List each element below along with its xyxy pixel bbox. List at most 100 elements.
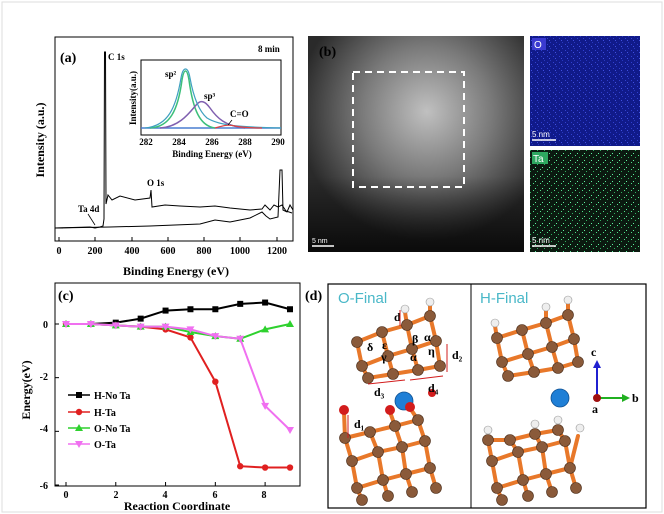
data-point-h-ta xyxy=(237,463,244,470)
panel-c-frame xyxy=(54,282,301,487)
o-final-title: O-Final xyxy=(338,290,387,307)
data-point-h-ta xyxy=(212,378,219,385)
inset-xtick: 290 xyxy=(271,137,285,147)
panel-a-xtick: 1000 xyxy=(230,246,250,257)
map-ta-label: Ta xyxy=(533,154,544,165)
panel-c-ytick: 0 xyxy=(43,320,48,331)
inset-sp3-label: sp³ xyxy=(204,91,216,101)
inset-sp2-peak xyxy=(149,70,216,129)
eds-map-o xyxy=(530,36,640,146)
o-final-carbon-atoms xyxy=(339,310,446,506)
data-point-h-ta xyxy=(261,464,269,471)
panel-c-legend: H-No Ta H-Ta O-No Ta O-Ta xyxy=(68,391,130,451)
svg-text:η: η xyxy=(428,344,435,358)
axis-c-label: c xyxy=(591,345,597,359)
inset-co-label: C=O xyxy=(230,109,249,119)
panel-c-ylabel: Energy(eV) xyxy=(19,360,33,419)
panel-a-xticks: 0 200 400 600 800 1000 1200 xyxy=(57,237,287,257)
panel-c-series xyxy=(62,299,294,471)
data-point-o-no-ta xyxy=(261,325,270,333)
panel-a-xtick: 600 xyxy=(161,246,176,257)
data-point-o-ta xyxy=(136,323,145,331)
panel-d-structures: (d) O-Final H-Final xyxy=(305,283,647,509)
data-point-o-no-ta xyxy=(286,320,294,327)
data-point-h-ta xyxy=(187,334,194,341)
panel-c-xlabel: Reaction Coordinate xyxy=(124,499,231,513)
svg-text:α: α xyxy=(410,350,417,364)
scale-label-main: 5 nm xyxy=(312,238,328,245)
panel-a-xtick: 400 xyxy=(125,246,140,257)
panel-c-xtick: 8 xyxy=(262,490,267,501)
data-point-o-ta xyxy=(161,323,170,331)
peak-label-ta4d: Ta 4d xyxy=(78,204,99,214)
data-point-h-no-ta xyxy=(212,306,219,313)
svg-text:d₃: d₃ xyxy=(374,385,385,399)
panel-a-label: (a) xyxy=(60,51,77,66)
peak-label-c1s: C 1s xyxy=(108,52,125,62)
svg-text:γ: γ xyxy=(380,350,387,364)
svg-text:α: α xyxy=(424,330,431,344)
map-ta-scale: 5 nm xyxy=(532,236,550,245)
hydrogen-atom xyxy=(400,304,410,314)
panel-a-spectrum-part1 xyxy=(54,169,294,229)
data-point-h-no-ta xyxy=(187,306,194,313)
oxygen-atom xyxy=(339,405,349,415)
panel-a-xps-survey: (a) C 1s O 1s Ta 4d 8 min 0 200 400 600 … xyxy=(33,36,294,278)
data-point-h-no-ta xyxy=(262,299,269,306)
inset-xtick: 288 xyxy=(238,137,252,147)
panel-a-xtick: 200 xyxy=(88,246,103,257)
ta-atom-h-final xyxy=(550,388,570,408)
o-final-labels: d δ ε β α γ α η d₂ d₃ d₄ d₁ xyxy=(354,310,463,431)
legend-h-no-ta: H-No Ta xyxy=(94,391,130,402)
panel-c-ytick: -2 xyxy=(40,372,48,383)
inset-sp3-peak xyxy=(159,100,246,129)
panel-b-label: (b) xyxy=(319,45,336,60)
time-label: 8 min xyxy=(258,44,280,54)
svg-text:d₁: d₁ xyxy=(354,417,365,431)
axis-b-label: b xyxy=(632,391,639,405)
data-point-h-no-ta xyxy=(162,307,169,314)
series-line-o-ta xyxy=(66,323,291,431)
panel-c-xtick: 6 xyxy=(213,490,218,501)
svg-text:δ: δ xyxy=(367,340,373,354)
h-final-hydrogen-atoms xyxy=(483,295,585,435)
data-point-o-ta xyxy=(186,326,195,334)
svg-text:d: d xyxy=(394,310,401,324)
dimension-arrows xyxy=(347,310,448,438)
data-point-o-ta xyxy=(86,321,95,328)
peak-label-o1s: O 1s xyxy=(147,178,165,188)
inset-xtick: 282 xyxy=(139,137,153,147)
inset-xtick: 284 xyxy=(172,137,186,147)
inset-xlabel: Binding Energy (eV) xyxy=(172,149,252,159)
map-o-scale: 5 nm xyxy=(532,130,550,139)
panel-a-ylabel: Intensity (a.u.) xyxy=(33,102,47,177)
inset-envelope xyxy=(144,68,282,129)
legend-h-ta: H-Ta xyxy=(94,408,116,419)
panel-c-ytick: -4 xyxy=(40,424,48,435)
legend-marker-h-no-ta xyxy=(76,392,82,398)
axis-a-label: a xyxy=(592,402,598,416)
panel-c-energy-profile: (c) 0 -2 -4 -6 0 2 4 6 8 Reaction Coordi… xyxy=(19,282,301,513)
legend-marker-o-no-ta xyxy=(75,424,83,431)
panel-c-ytick: -6 xyxy=(40,481,48,492)
data-point-o-ta xyxy=(236,335,245,343)
panel-d-frame xyxy=(327,283,647,509)
selection-dashed-box xyxy=(352,71,465,188)
panel-a-xtick: 800 xyxy=(197,246,212,257)
panel-c-xtick: 2 xyxy=(114,490,119,501)
data-point-h-ta xyxy=(286,464,294,471)
panel-b-tem: (b) 5 nm O 5 nm Ta 5 nm xyxy=(308,36,640,252)
svg-text:ε: ε xyxy=(382,338,387,352)
map-o-label: O xyxy=(534,40,542,51)
data-point-h-no-ta xyxy=(137,315,144,322)
oxygen-atom xyxy=(385,405,395,415)
panel-a-inset: sp² sp³ C=O 282 284 286 288 290 Binding … xyxy=(128,59,285,159)
data-point-o-ta xyxy=(111,322,120,330)
data-point-h-no-ta xyxy=(287,306,293,313)
panel-a-spectrum xyxy=(54,51,293,229)
inset-sp2-label: sp² xyxy=(165,69,177,79)
series-line-h-no-ta xyxy=(66,301,291,325)
data-point-o-ta xyxy=(62,321,70,328)
hydrogen-atom xyxy=(425,297,435,307)
